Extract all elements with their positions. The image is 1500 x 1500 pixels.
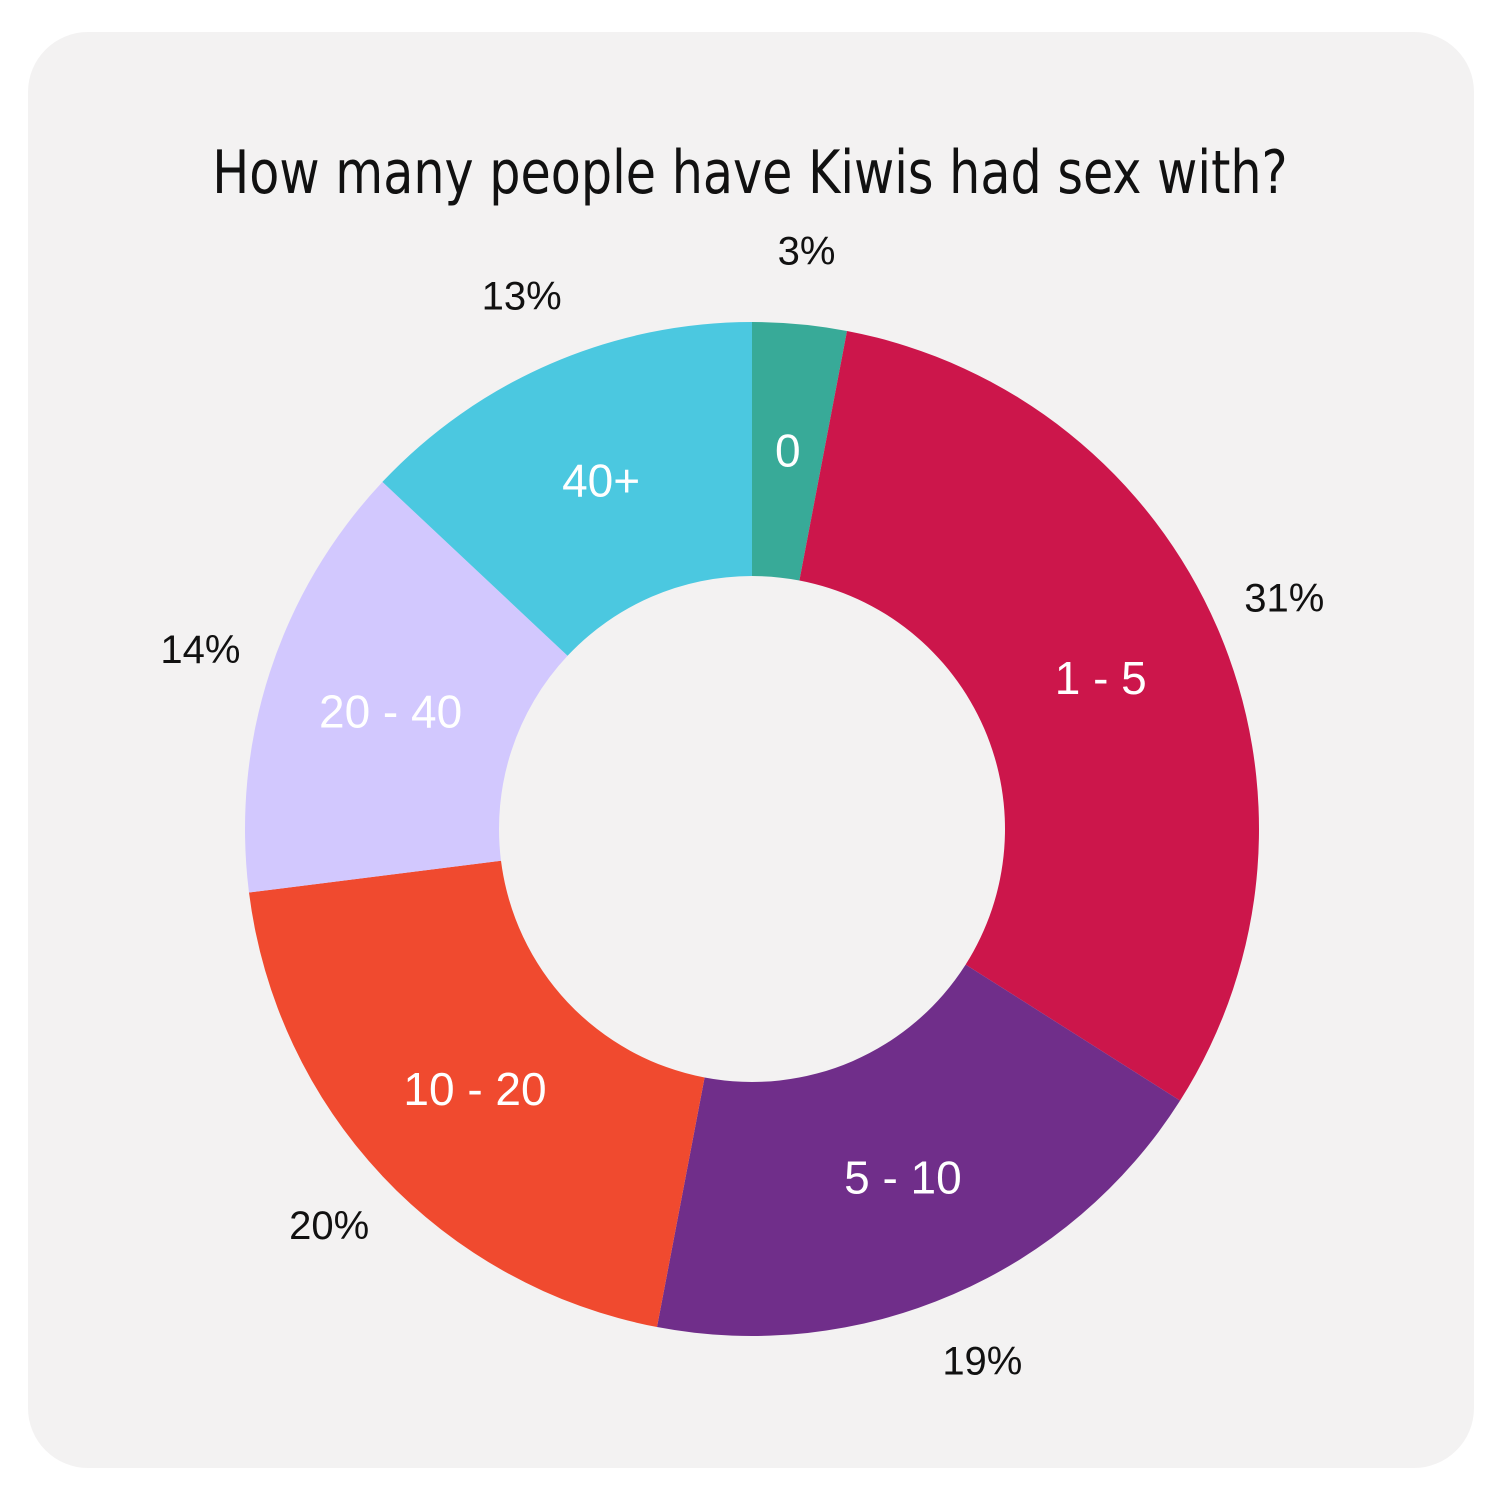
donut-slice	[752, 322, 848, 581]
slice-percent-label: 31%	[1244, 577, 1324, 621]
slice-percent-label: 19%	[942, 1339, 1022, 1383]
donut-slice	[248, 860, 705, 1328]
donut-slice	[656, 964, 1181, 1336]
donut-slice	[245, 481, 568, 893]
chart-title: How many people have Kiwis had sex with?	[212, 138, 1288, 208]
slice-category-label: 0	[775, 425, 801, 477]
slice-percent-label: 3%	[778, 230, 836, 274]
slice-category-label: 40+	[562, 454, 640, 506]
donut-slice	[799, 330, 1259, 1101]
slice-category-label: 5 - 10	[844, 1152, 962, 1204]
slice-category-label: 10 - 20	[403, 1063, 546, 1115]
slice-percent-label: 20%	[289, 1204, 369, 1248]
slice-percent-label: 13%	[482, 275, 562, 319]
slice-category-label: 1 - 5	[1055, 652, 1147, 704]
donut-slice	[382, 322, 752, 656]
slice-percent-label: 14%	[160, 628, 240, 672]
slice-category-label: 20 - 40	[319, 686, 462, 738]
